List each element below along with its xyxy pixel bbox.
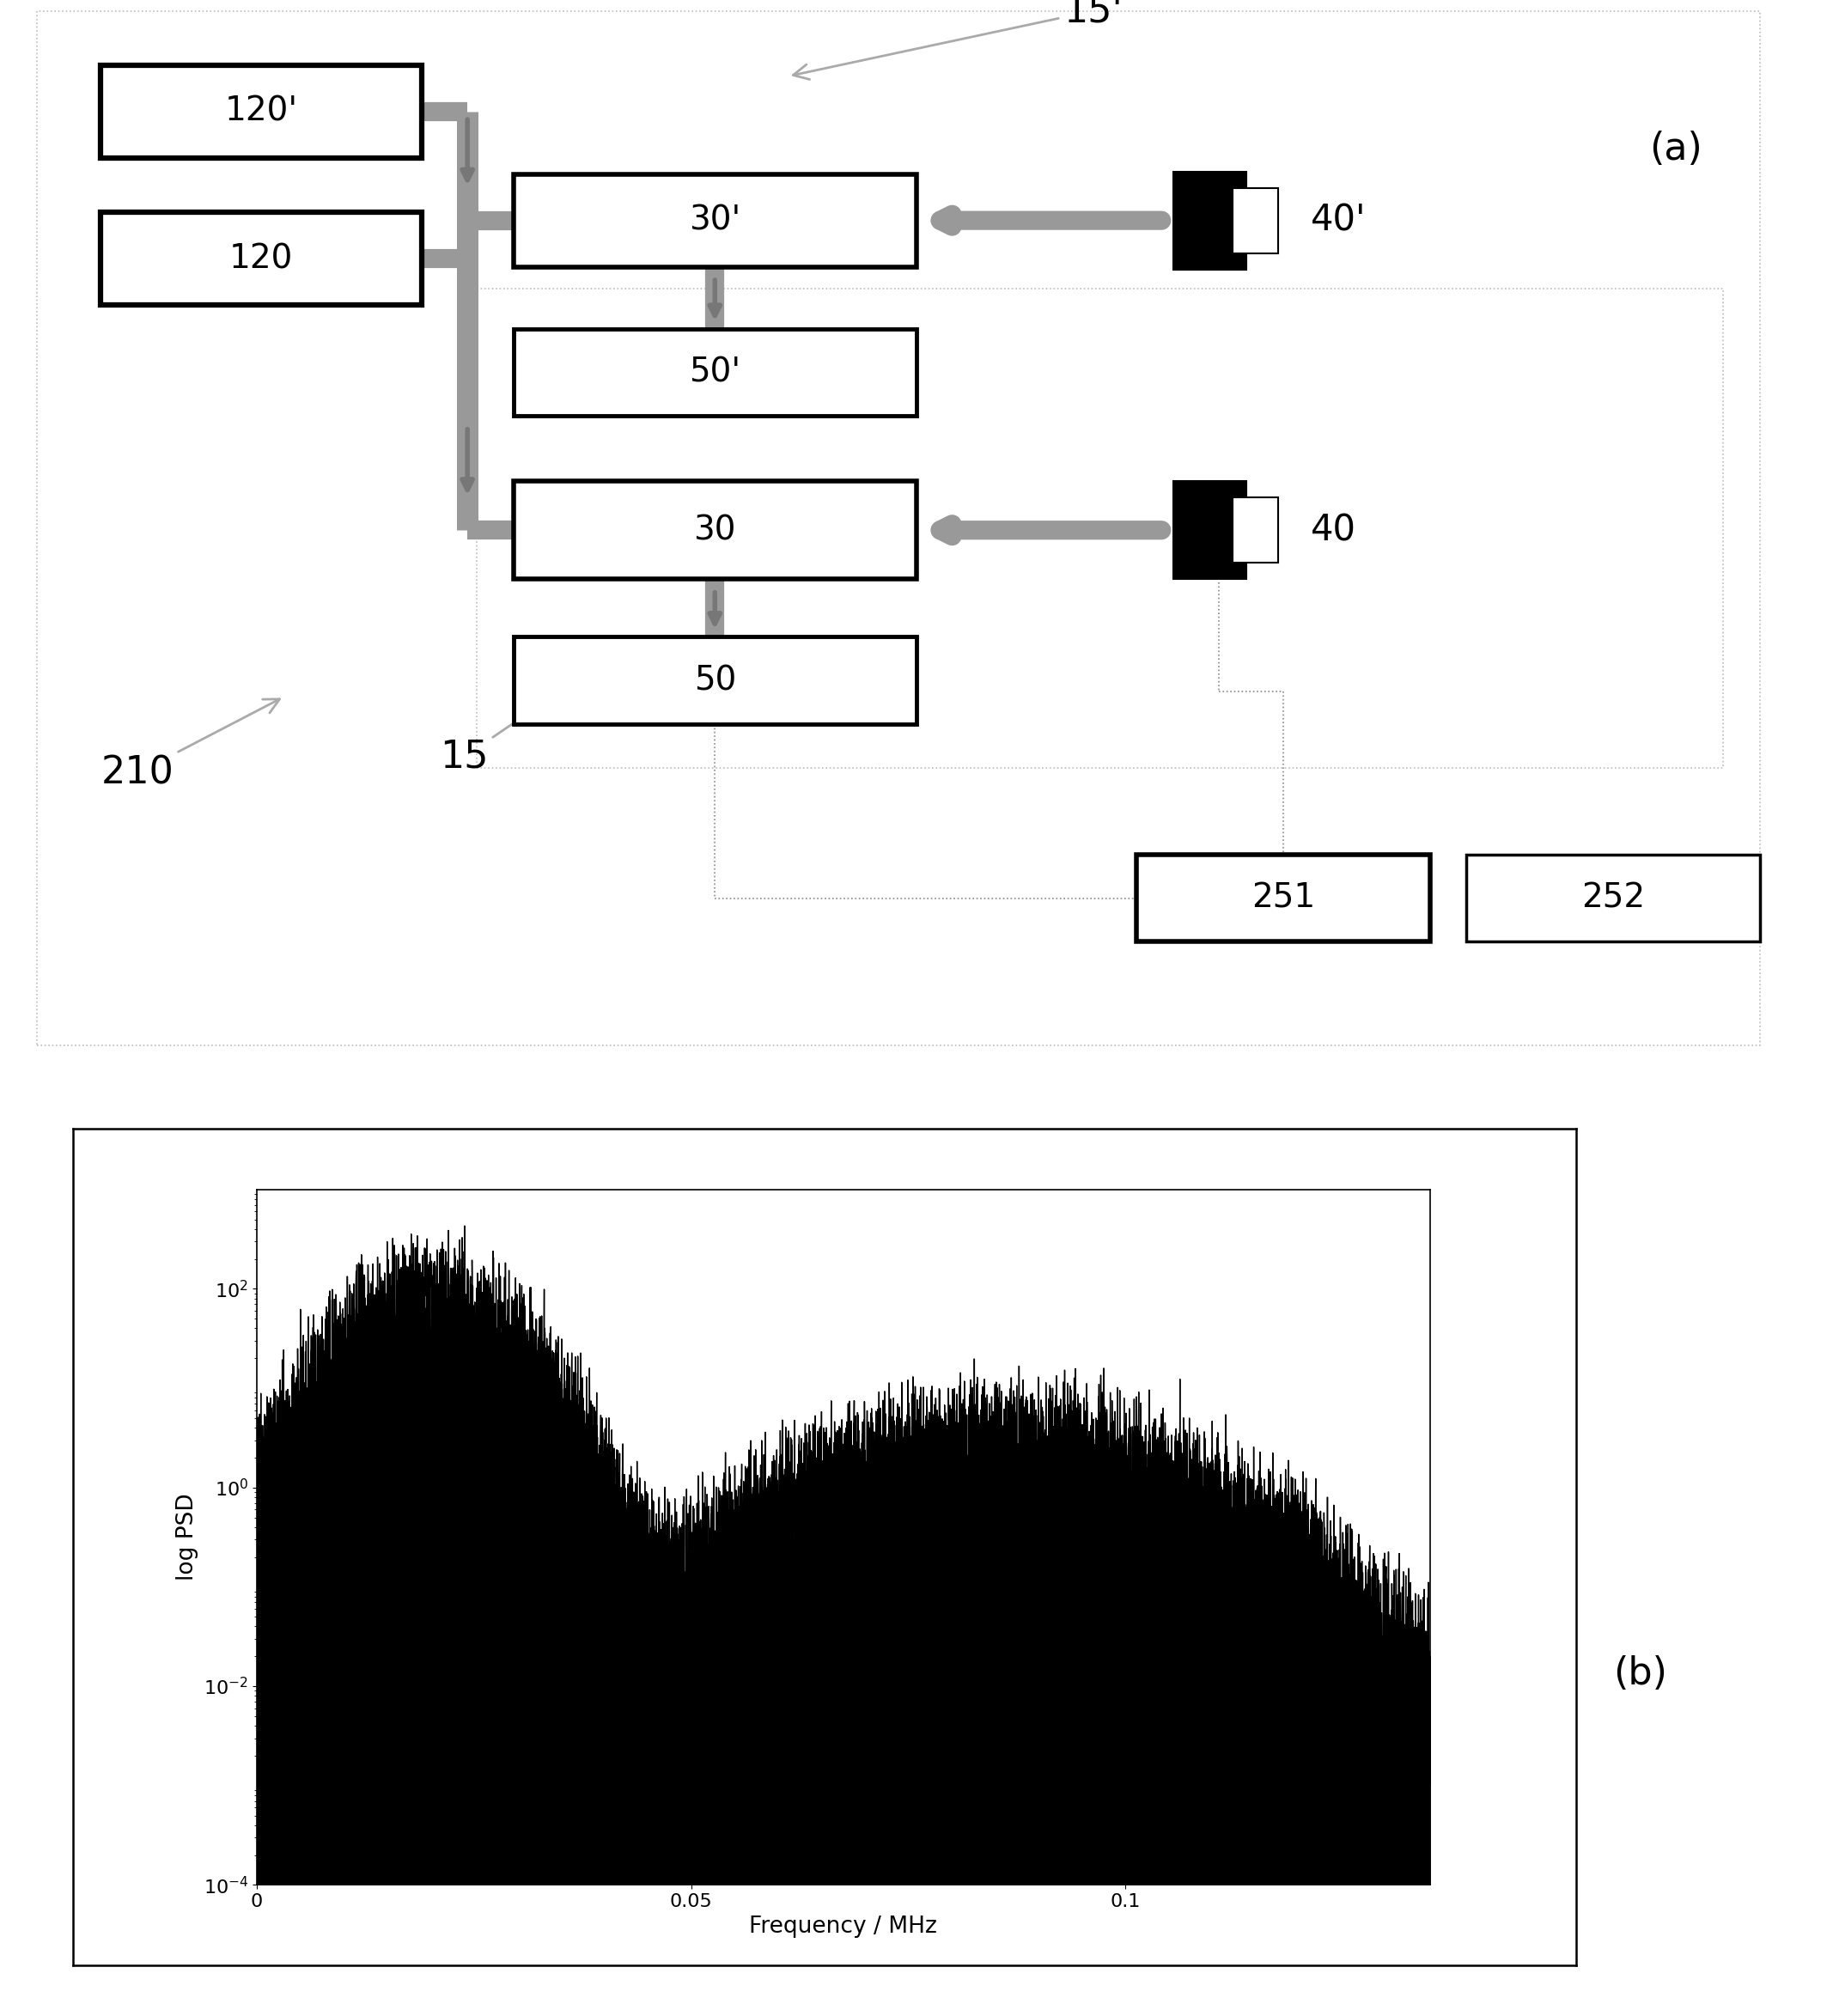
Text: 252: 252	[1582, 881, 1644, 915]
X-axis label: Frequency / MHz: Frequency / MHz	[750, 1915, 937, 1937]
Y-axis label: log PSD: log PSD	[176, 1494, 198, 1581]
Text: 15': 15'	[794, 0, 1122, 79]
Text: 30': 30'	[689, 204, 741, 236]
Text: 30: 30	[693, 514, 737, 546]
Text: 50': 50'	[689, 357, 741, 389]
Bar	[1173, 482, 1246, 579]
Bar	[1234, 498, 1279, 562]
Text: 120: 120	[229, 242, 293, 274]
Bar	[513, 173, 916, 266]
Bar	[477, 288, 1723, 768]
Text: 120': 120'	[225, 95, 297, 127]
Text: 40': 40'	[1311, 202, 1366, 238]
Bar	[1234, 187, 1279, 254]
Text: 40: 40	[1311, 512, 1356, 548]
Text: 251: 251	[1252, 881, 1314, 915]
Text: 15: 15	[440, 689, 565, 776]
Bar	[1173, 171, 1246, 270]
Bar	[513, 329, 916, 415]
Text: (a): (a)	[1650, 131, 1703, 167]
Text: 210: 210	[101, 700, 280, 792]
Text: 50: 50	[693, 663, 737, 698]
Bar	[1136, 855, 1430, 941]
Bar	[1466, 855, 1760, 941]
Bar	[513, 482, 916, 579]
Bar	[513, 637, 916, 724]
Bar	[101, 65, 422, 157]
Bar	[101, 212, 422, 304]
Text: (b): (b)	[1613, 1655, 1666, 1691]
